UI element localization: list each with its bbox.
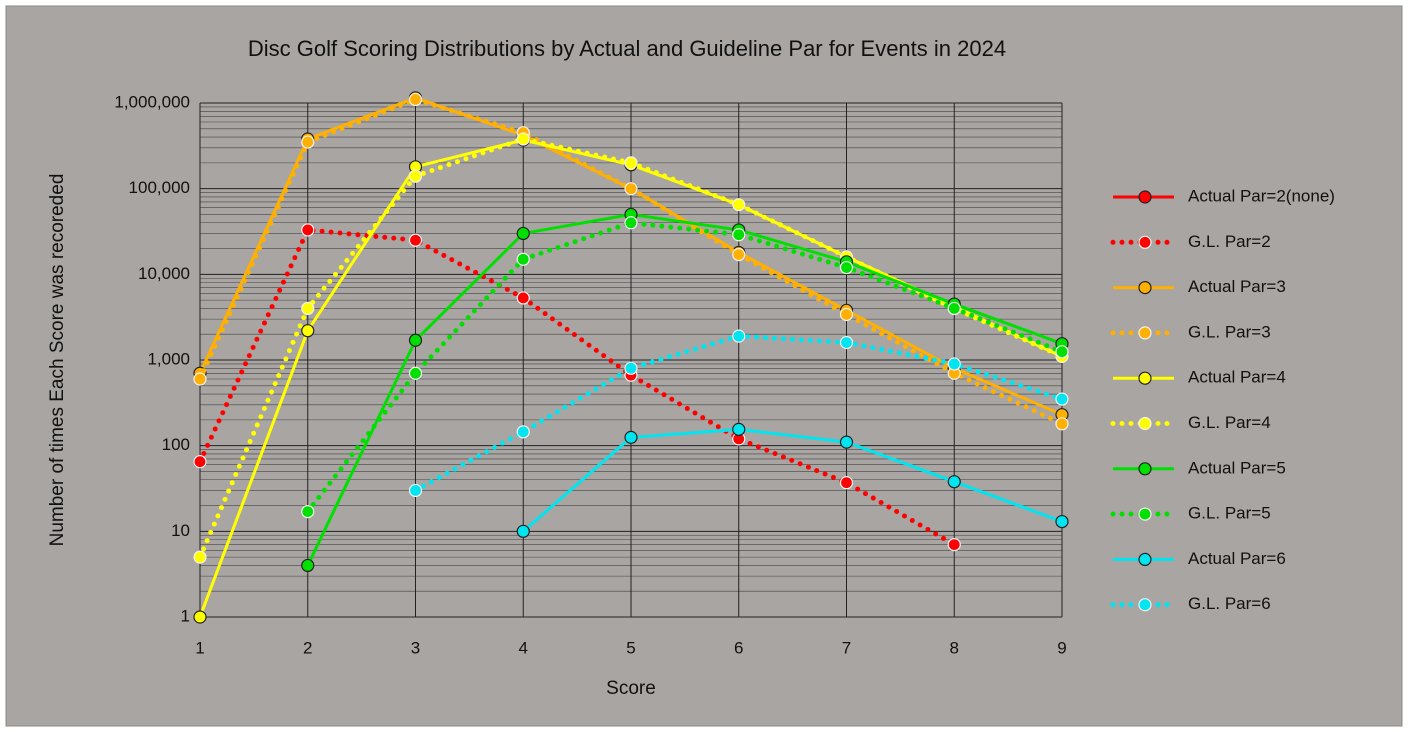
x-tick-label: 6 xyxy=(734,638,743,657)
data-point xyxy=(516,132,530,146)
y-tick-label: 10 xyxy=(171,521,190,540)
x-axis-title: Score xyxy=(606,678,656,699)
data-point xyxy=(516,524,530,538)
legend-label: Actual Par=2(none) xyxy=(1188,186,1335,205)
data-point xyxy=(408,233,423,247)
data-point xyxy=(1055,514,1069,529)
x-tick-label: 8 xyxy=(950,638,959,657)
x-tick-label: 9 xyxy=(1057,638,1066,657)
data-point xyxy=(301,504,315,519)
legend-marker xyxy=(1138,326,1152,340)
data-point xyxy=(516,226,530,241)
legend-label: Actual Par=3 xyxy=(1188,277,1286,296)
data-point xyxy=(624,156,638,170)
y-tick-label: 100,000 xyxy=(129,178,190,197)
data-point xyxy=(301,135,315,149)
data-point xyxy=(947,301,961,316)
data-point xyxy=(408,366,423,380)
legend-label: Actual Par=6 xyxy=(1188,549,1286,568)
data-point xyxy=(947,538,961,552)
x-tick-label: 3 xyxy=(411,638,420,657)
series-line xyxy=(306,212,1063,567)
data-point xyxy=(839,307,854,322)
data-point xyxy=(193,610,207,624)
data-point xyxy=(839,476,854,490)
data-point xyxy=(408,483,423,498)
data-point xyxy=(732,422,746,436)
y-tick-label: 10,000 xyxy=(138,264,190,283)
data-point xyxy=(301,223,315,237)
data-point xyxy=(624,430,638,444)
y-tick-label: 1,000 xyxy=(147,349,190,368)
data-point xyxy=(624,361,638,375)
x-tick-label: 2 xyxy=(303,638,312,657)
y-tick-label: 1,000,000 xyxy=(114,92,190,111)
data-point xyxy=(516,291,530,305)
data-point xyxy=(1055,392,1069,406)
data-point xyxy=(193,372,207,386)
chart-background xyxy=(5,5,1403,727)
x-tick-label: 7 xyxy=(842,638,851,657)
data-point xyxy=(516,425,530,439)
data-point xyxy=(408,169,423,183)
legend-marker xyxy=(1138,190,1152,204)
data-point xyxy=(947,475,961,489)
data-point xyxy=(301,301,315,316)
y-tick-label: 1 xyxy=(181,606,190,625)
x-tick-label: 1 xyxy=(195,638,204,657)
data-point xyxy=(732,228,746,242)
data-point xyxy=(1055,417,1069,431)
legend-label: G.L. Par=3 xyxy=(1188,322,1271,341)
series-line xyxy=(305,220,1065,515)
data-point xyxy=(624,216,638,230)
legend-marker xyxy=(1138,598,1152,612)
series-line xyxy=(522,427,1063,533)
y-axis-title: Number of times Each Score was recoreded xyxy=(47,174,68,547)
x-tick-label: 4 xyxy=(519,638,528,657)
legend-marker xyxy=(1138,281,1152,295)
legend-marker xyxy=(1138,371,1152,385)
data-point xyxy=(839,260,854,275)
y-tick-label: 100 xyxy=(162,435,190,454)
legend-label: G.L. Par=4 xyxy=(1188,413,1271,432)
data-point xyxy=(408,333,423,347)
x-tick-label: 5 xyxy=(626,638,635,657)
legend-marker xyxy=(1138,416,1152,431)
legend-label: G.L. Par=5 xyxy=(1188,504,1271,523)
data-point xyxy=(624,182,638,196)
data-point xyxy=(839,335,854,350)
data-point xyxy=(301,324,315,338)
data-point xyxy=(301,558,315,573)
data-point xyxy=(732,329,746,343)
data-point xyxy=(408,92,423,107)
legend-marker xyxy=(1138,507,1152,521)
data-point xyxy=(193,455,207,469)
legend-marker xyxy=(1138,462,1152,476)
legend-label: Actual Par=4 xyxy=(1188,368,1286,387)
legend-label: G.L. Par=2 xyxy=(1188,232,1271,251)
data-point xyxy=(732,247,746,262)
chart-title: Disc Golf Scoring Distributions by Actua… xyxy=(248,36,1006,61)
data-point xyxy=(947,357,961,371)
legend-marker xyxy=(1138,552,1152,567)
data-point xyxy=(193,550,207,564)
data-point xyxy=(1055,345,1069,359)
legend-marker xyxy=(1138,235,1152,249)
legend-label: Actual Par=5 xyxy=(1188,458,1286,477)
data-point xyxy=(516,252,530,266)
data-point xyxy=(839,435,854,449)
legend-label: G.L. Par=6 xyxy=(1188,594,1271,613)
data-point xyxy=(732,198,746,212)
